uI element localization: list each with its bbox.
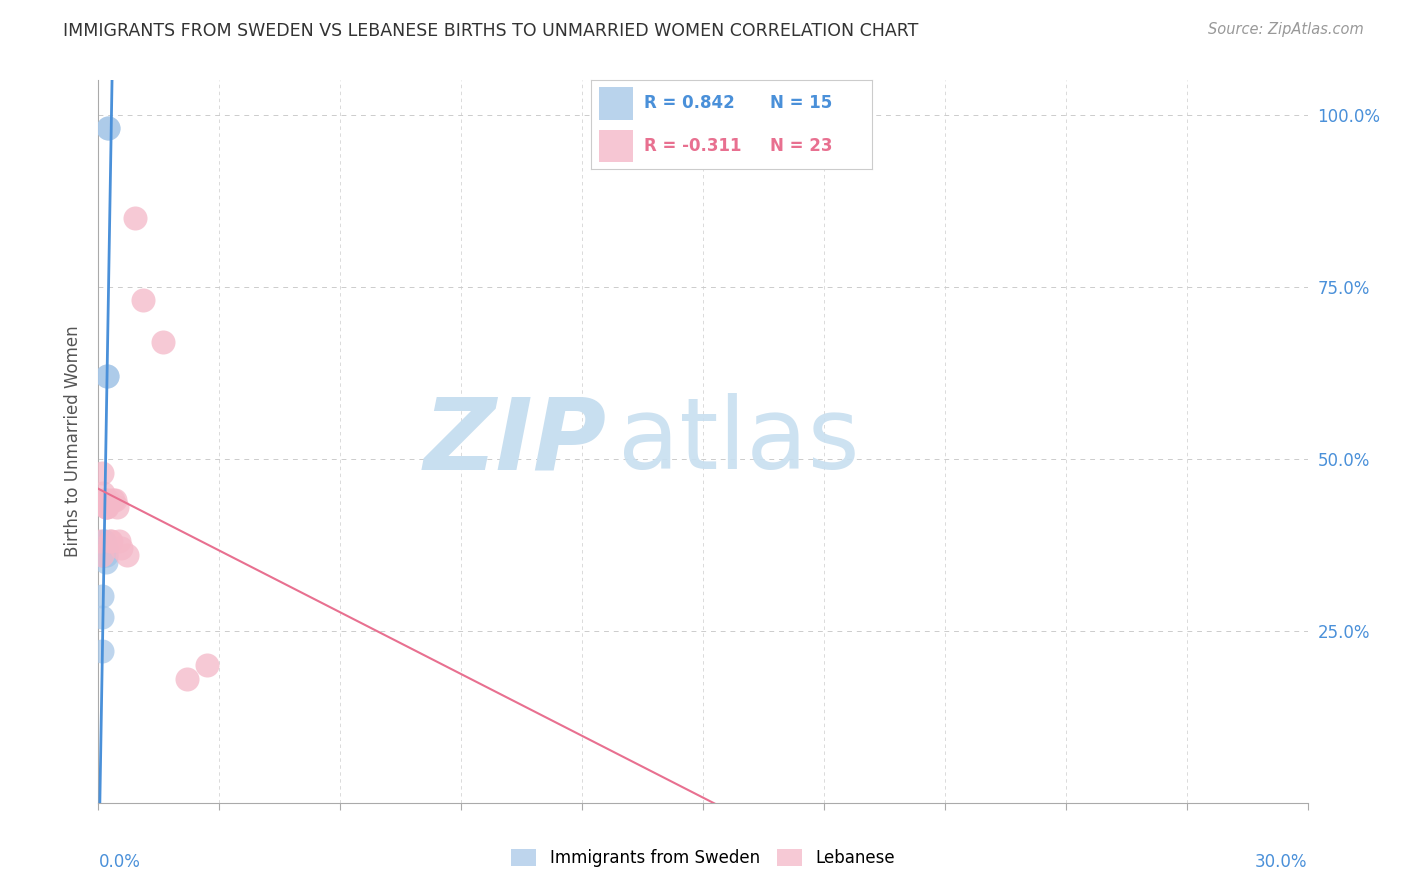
- Text: 30.0%: 30.0%: [1256, 854, 1308, 871]
- Point: [101, 493, 124, 508]
- Legend: Immigrants from Sweden, Lebanese: Immigrants from Sweden, Lebanese: [505, 842, 901, 874]
- Point: [110, 541, 132, 556]
- Text: IMMIGRANTS FROM SWEDEN VS LEBANESE BIRTHS TO UNMARRIED WOMEN CORRELATION CHART: IMMIGRANTS FROM SWEDEN VS LEBANESE BIRTH…: [63, 22, 918, 40]
- Point: [96, 369, 118, 384]
- Text: R = 0.842: R = 0.842: [644, 95, 735, 112]
- Point: [93, 493, 115, 508]
- Point: [90, 644, 112, 658]
- Point: [97, 121, 120, 136]
- Point: [107, 534, 129, 549]
- Point: [94, 548, 117, 562]
- Point: [124, 211, 146, 225]
- Text: Source: ZipAtlas.com: Source: ZipAtlas.com: [1208, 22, 1364, 37]
- Point: [96, 369, 118, 384]
- Text: 0.0%: 0.0%: [98, 854, 141, 871]
- Point: [96, 500, 118, 514]
- Point: [94, 555, 117, 569]
- Point: [103, 493, 125, 508]
- Text: N = 15: N = 15: [770, 95, 832, 112]
- Point: [93, 534, 115, 549]
- Point: [100, 534, 122, 549]
- Point: [98, 534, 121, 549]
- Point: [105, 500, 128, 514]
- Point: [152, 334, 174, 349]
- Point: [94, 500, 117, 514]
- Point: [89, 534, 111, 549]
- Point: [97, 121, 120, 136]
- Point: [91, 466, 114, 480]
- Point: [195, 658, 218, 673]
- Y-axis label: Births to Unmarried Women: Births to Unmarried Women: [63, 326, 82, 558]
- Point: [90, 548, 112, 562]
- Point: [91, 486, 114, 500]
- Point: [96, 548, 118, 562]
- Point: [91, 610, 114, 624]
- Point: [132, 293, 155, 308]
- Point: [115, 548, 138, 562]
- Point: [176, 672, 198, 686]
- Point: [96, 541, 118, 556]
- Text: R = -0.311: R = -0.311: [644, 137, 741, 155]
- Point: [91, 590, 114, 604]
- Text: N = 23: N = 23: [770, 137, 832, 155]
- Point: [93, 534, 115, 549]
- Point: [93, 493, 115, 508]
- Point: [96, 500, 118, 514]
- Point: [91, 548, 114, 562]
- Bar: [599, 87, 633, 120]
- Text: ZIP: ZIP: [423, 393, 606, 490]
- Point: [91, 548, 114, 562]
- Text: atlas: atlas: [619, 393, 860, 490]
- Point: [97, 493, 120, 508]
- Bar: [599, 130, 633, 162]
